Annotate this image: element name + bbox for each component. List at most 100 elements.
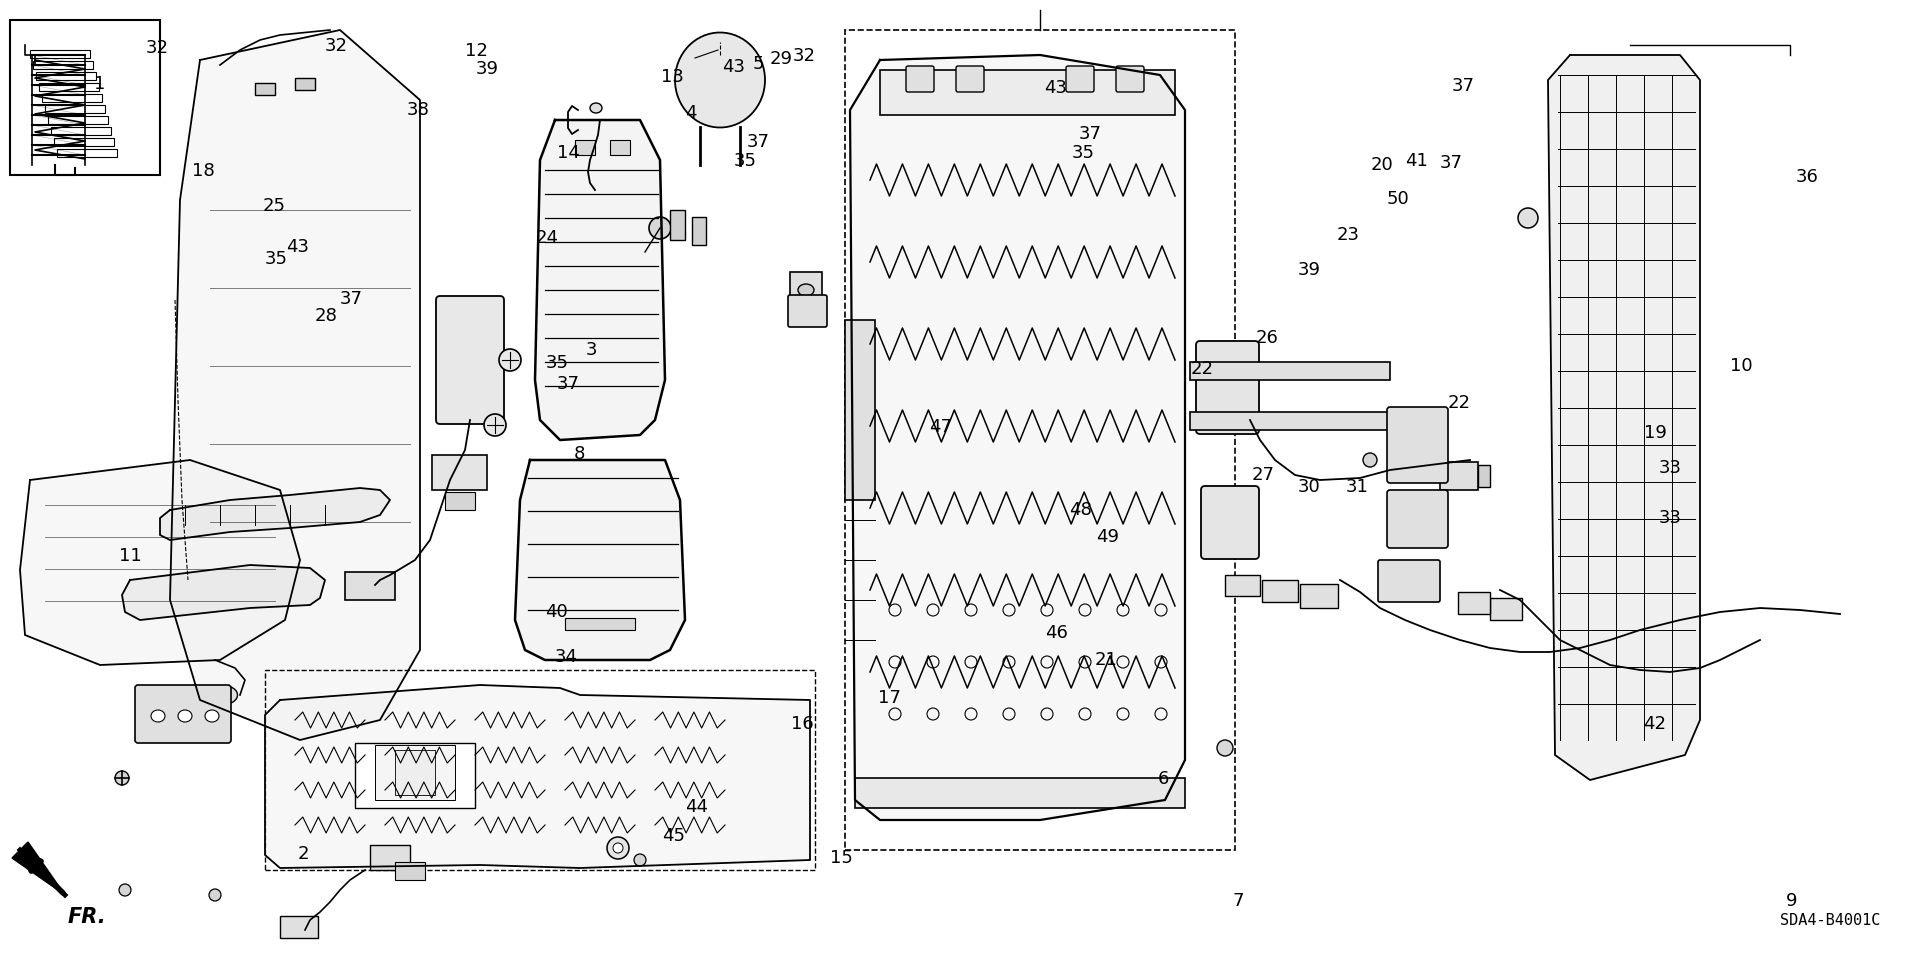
Text: 21: 21 <box>1094 651 1117 668</box>
Bar <box>44 105 106 113</box>
Text: 31: 31 <box>1346 479 1369 496</box>
Text: 42: 42 <box>1644 715 1667 733</box>
Text: 48: 48 <box>1069 502 1092 519</box>
Text: 38: 38 <box>407 102 430 119</box>
Polygon shape <box>159 488 390 540</box>
Text: 29: 29 <box>770 51 793 68</box>
Bar <box>670 210 685 240</box>
FancyBboxPatch shape <box>1379 560 1440 602</box>
Ellipse shape <box>612 843 622 853</box>
Bar <box>36 72 96 80</box>
Text: 37: 37 <box>747 133 770 151</box>
FancyBboxPatch shape <box>906 66 933 92</box>
FancyBboxPatch shape <box>1386 407 1448 483</box>
Text: 32: 32 <box>146 39 169 57</box>
Text: 32: 32 <box>793 47 816 64</box>
Bar <box>31 50 90 58</box>
Text: 37: 37 <box>1079 126 1102 143</box>
Bar <box>38 83 100 91</box>
Polygon shape <box>1548 55 1699 780</box>
Text: 33: 33 <box>1659 509 1682 526</box>
Bar <box>54 138 113 146</box>
FancyBboxPatch shape <box>787 295 828 327</box>
Ellipse shape <box>213 686 238 704</box>
Text: 34: 34 <box>555 648 578 666</box>
Text: 43: 43 <box>722 58 745 76</box>
Bar <box>1190 362 1390 380</box>
Text: 11: 11 <box>119 548 142 565</box>
Bar <box>789 272 822 300</box>
Bar <box>1457 592 1490 614</box>
FancyBboxPatch shape <box>1386 490 1448 548</box>
Text: 32: 32 <box>324 37 348 55</box>
Bar <box>346 572 396 600</box>
Ellipse shape <box>484 414 507 436</box>
Text: 19: 19 <box>1644 425 1667 442</box>
Text: 8: 8 <box>574 445 586 462</box>
Ellipse shape <box>1363 453 1377 467</box>
Bar <box>1225 575 1260 596</box>
Bar <box>1300 584 1338 608</box>
Text: 7: 7 <box>1233 893 1244 910</box>
Bar <box>255 83 275 95</box>
Bar <box>1261 580 1298 602</box>
Bar <box>52 127 111 135</box>
Ellipse shape <box>115 771 129 785</box>
Text: 10: 10 <box>1730 358 1753 375</box>
Text: 45: 45 <box>662 828 685 845</box>
FancyBboxPatch shape <box>134 685 230 743</box>
Text: 14: 14 <box>557 145 580 162</box>
Bar <box>280 916 319 938</box>
FancyBboxPatch shape <box>1196 341 1260 434</box>
Bar <box>48 116 108 124</box>
Text: 37: 37 <box>1440 154 1463 172</box>
FancyBboxPatch shape <box>1066 66 1094 92</box>
Polygon shape <box>123 565 324 620</box>
FancyBboxPatch shape <box>1202 486 1260 559</box>
Polygon shape <box>171 30 420 740</box>
Text: 22: 22 <box>1190 361 1213 378</box>
Text: 4: 4 <box>685 105 697 122</box>
Polygon shape <box>851 55 1185 820</box>
Text: 40: 40 <box>545 603 568 620</box>
Text: 37: 37 <box>1452 78 1475 95</box>
Text: 35: 35 <box>1071 145 1094 162</box>
Text: 41: 41 <box>1405 152 1428 170</box>
Text: 35: 35 <box>545 354 568 371</box>
Text: 22: 22 <box>1448 394 1471 411</box>
Bar <box>355 743 474 808</box>
Text: 35: 35 <box>265 250 288 268</box>
Bar <box>371 845 411 870</box>
Bar <box>42 94 102 102</box>
Text: 26: 26 <box>1256 329 1279 346</box>
Polygon shape <box>265 685 810 868</box>
Ellipse shape <box>152 710 165 722</box>
Bar <box>564 618 636 630</box>
Ellipse shape <box>1519 208 1538 228</box>
Text: 37: 37 <box>340 291 363 308</box>
Text: 25: 25 <box>263 198 286 215</box>
Text: 39: 39 <box>476 60 499 78</box>
FancyBboxPatch shape <box>1116 66 1144 92</box>
Text: 17: 17 <box>877 690 900 707</box>
Bar <box>845 320 876 500</box>
Ellipse shape <box>799 284 814 296</box>
Ellipse shape <box>205 710 219 722</box>
Text: 49: 49 <box>1096 528 1119 546</box>
Bar <box>265 670 814 870</box>
Text: 1: 1 <box>94 76 106 93</box>
Text: 9: 9 <box>1786 893 1797 910</box>
Ellipse shape <box>589 103 603 113</box>
Bar <box>691 217 707 245</box>
Text: 33: 33 <box>1659 459 1682 477</box>
Text: 18: 18 <box>192 162 215 179</box>
Text: 27: 27 <box>1252 466 1275 483</box>
Text: 3: 3 <box>586 341 597 359</box>
Bar <box>854 778 1185 808</box>
Text: 43: 43 <box>286 239 309 256</box>
Bar <box>1190 412 1390 430</box>
Bar <box>574 140 595 155</box>
Text: 2: 2 <box>298 845 309 862</box>
Bar <box>845 30 1235 850</box>
Text: 12: 12 <box>465 42 488 59</box>
